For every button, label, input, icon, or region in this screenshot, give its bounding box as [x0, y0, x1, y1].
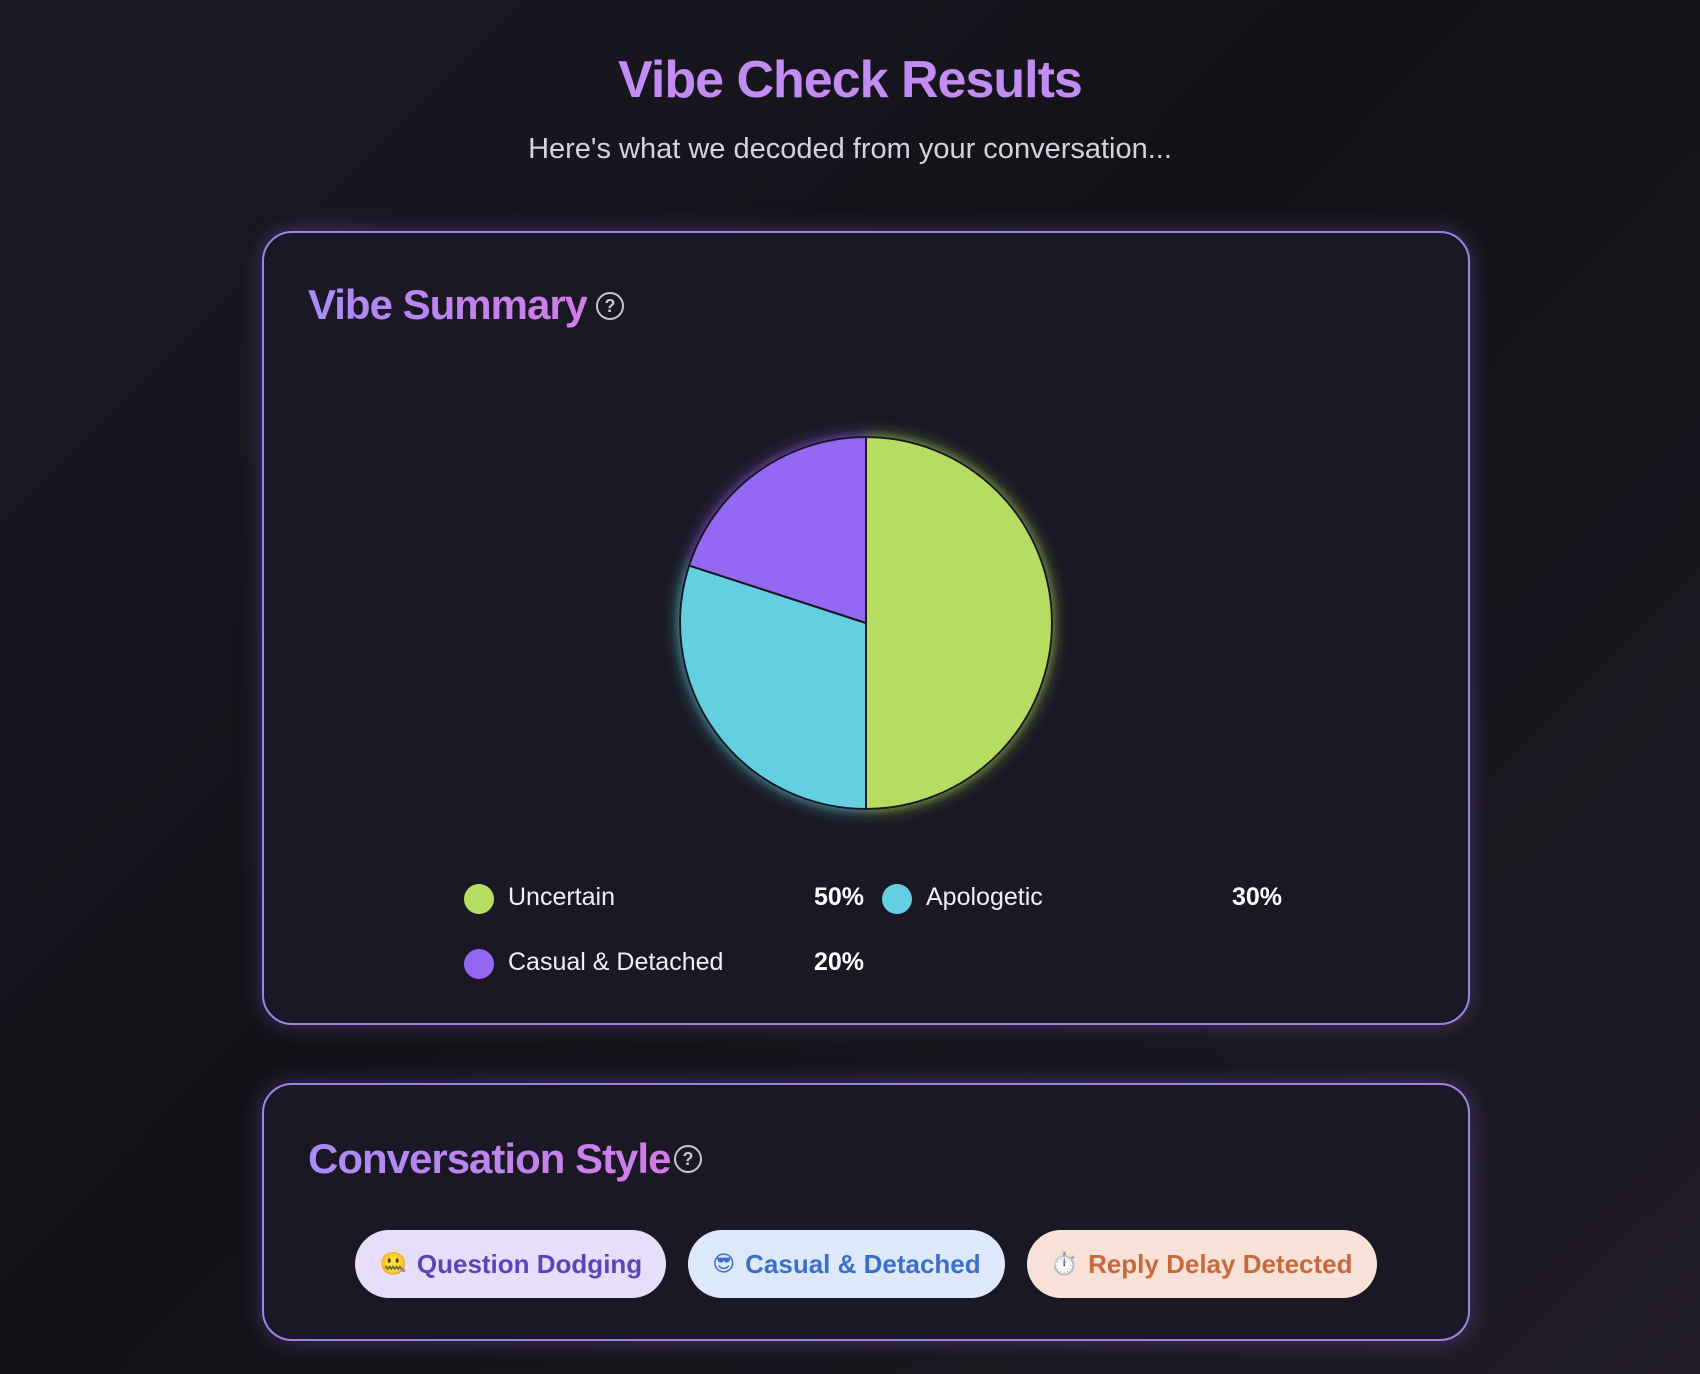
pie-slice-apologetic[interactable] [679, 564, 867, 811]
conversation-style-card: Conversation Style ? 🤐 Question Dodging … [262, 1083, 1470, 1341]
legend-label: Apologetic [926, 883, 1043, 911]
vibe-summary-title: Vibe Summary [308, 281, 588, 328]
legend-swatch [882, 884, 912, 914]
chip-label: Casual & Detached [745, 1248, 981, 1279]
legend-swatch [464, 949, 494, 979]
stopwatch-icon: ⏱️ [1050, 1251, 1079, 1277]
legend-item-uncertain: Uncertain 50% [464, 881, 864, 917]
pie-legend: Uncertain 50% Apologetic 30% Casual & De… [464, 881, 1304, 1021]
zipper-mouth-icon: 🤐 [379, 1251, 407, 1277]
pie-slice-uncertain[interactable] [865, 435, 1053, 811]
chip-label: Question Dodging [416, 1248, 643, 1279]
legend-value: 30% [1231, 883, 1282, 911]
legend-value: 20% [813, 948, 864, 976]
page-subtitle: Here's what we decoded from your convers… [528, 133, 1172, 165]
legend-label: Uncertain [508, 883, 615, 911]
conversation-style-title: Conversation Style [308, 1135, 671, 1182]
legend-value: 50% [813, 883, 864, 911]
pie-slice-casual-detached[interactable] [687, 435, 867, 625]
page-title: Vibe Check Results [618, 51, 1083, 109]
chip-label: Reply Delay Detected [1088, 1248, 1353, 1279]
legend-label: Casual & Detached [508, 948, 724, 976]
legend-item-apologetic: Apologetic 30% [882, 881, 1282, 917]
chip-casual-detached[interactable]: 😎 Casual & Detached [688, 1230, 1005, 1298]
vibe-pie-chart [670, 427, 1062, 819]
legend-item-casual-detached: Casual & Detached 20% [464, 946, 864, 982]
chip-reply-delay-detected[interactable]: ⏱️ Reply Delay Detected [1026, 1230, 1377, 1298]
question-circle-icon[interactable]: ? [674, 1145, 702, 1173]
sunglasses-face-icon: 😎 [712, 1251, 736, 1277]
style-chips: 🤐 Question Dodging 😎 Casual & Detached ⏱… [264, 1230, 1468, 1298]
legend-swatch [464, 884, 494, 914]
chip-question-dodging[interactable]: 🤐 Question Dodging [355, 1230, 667, 1298]
vibe-summary-card: Vibe Summary ? Uncertain 50% Apologetic [262, 231, 1470, 1025]
question-circle-icon[interactable]: ? [596, 292, 624, 320]
